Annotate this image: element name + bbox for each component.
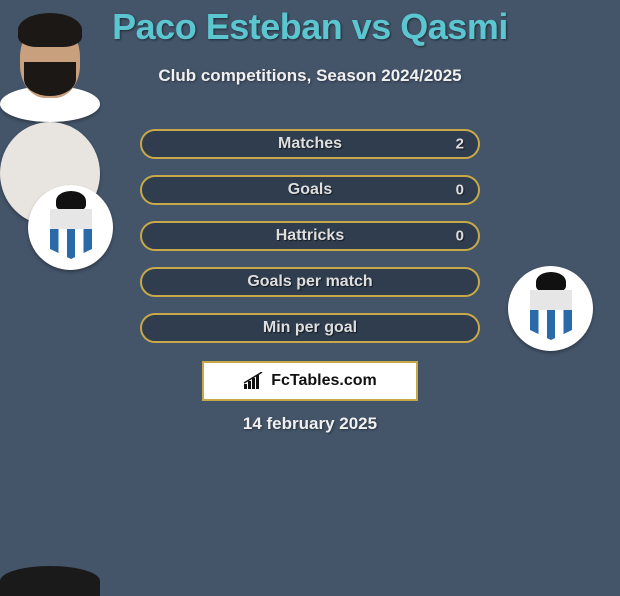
stat-value-right: 0 [456, 182, 464, 199]
stat-row-matches: Matches 2 [140, 129, 480, 159]
stat-row-goals: Goals 0 [140, 175, 480, 205]
stat-row-min-per-goal: Min per goal [140, 313, 480, 343]
branding-text: FcTables.com [271, 372, 377, 390]
stat-value-right: 0 [456, 228, 464, 245]
stat-label: Matches [278, 135, 342, 153]
page-subtitle: Club competitions, Season 2024/2025 [0, 66, 620, 86]
club-badge-left [28, 185, 113, 270]
club-badge-right [508, 266, 593, 351]
generated-date: 14 february 2025 [0, 414, 620, 434]
stat-label: Hattricks [276, 227, 344, 245]
page-title: Paco Esteban vs Qasmi [0, 6, 620, 48]
stat-value-right: 2 [456, 136, 464, 153]
crest-bat-icon [536, 272, 566, 292]
branding-box[interactable]: FcTables.com [202, 361, 418, 401]
stat-label: Goals per match [247, 273, 372, 291]
stat-label: Min per goal [263, 319, 357, 337]
stat-row-hattricks: Hattricks 0 [140, 221, 480, 251]
comparison-stats: Matches 2 Goals 0 Hattricks 0 Goals per … [140, 129, 480, 343]
stat-row-goals-per-match: Goals per match [140, 267, 480, 297]
stat-label: Goals [288, 181, 332, 199]
crest-bat-icon [56, 191, 86, 211]
bar-chart-icon [243, 372, 265, 390]
